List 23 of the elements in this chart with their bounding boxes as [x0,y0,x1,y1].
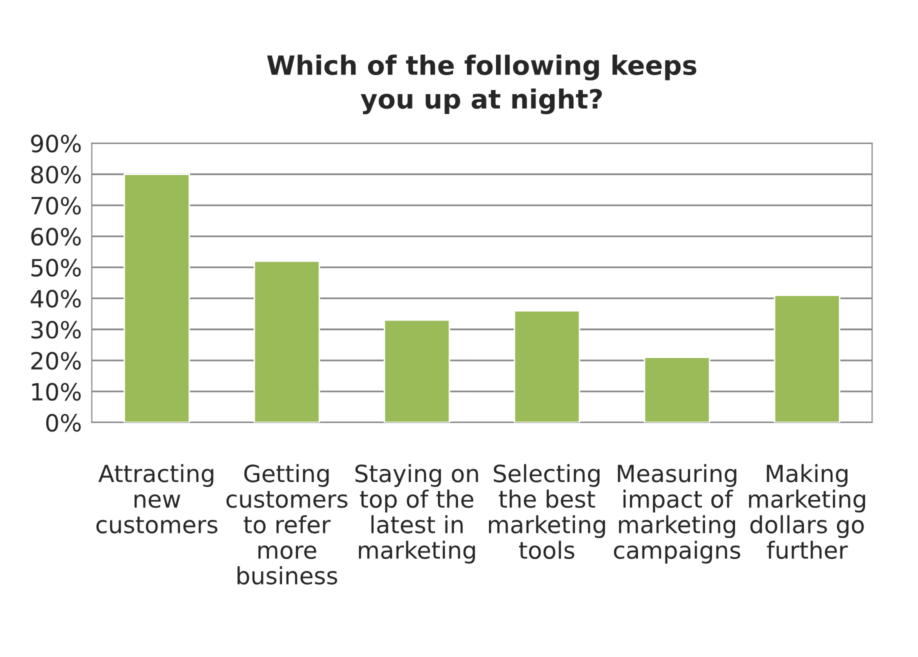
x-tick-label: Staying on top of the latest in marketing [355,464,478,564]
y-tick-label: 10% [32,382,81,401]
x-tick-label: Measuring impact of marketing campaigns [614,464,740,564]
bar [774,294,840,422]
bar [124,174,190,422]
x-tick-label: Selecting the best marketing tools [488,464,605,560]
y-tick-label: 30% [31,320,81,339]
x-tick-label: Making marketing dollars go further [749,464,866,560]
y-tick-label: 90% [31,134,81,153]
y-tick-label: 80% [31,166,81,184]
y-tick-label: 70% [32,196,81,215]
chart-title: Which of the following keeps you up at night? [267,54,696,114]
y-tick-label: 40% [30,290,81,308]
x-tick-label: Attracting new customers [96,464,218,534]
x-tick-label: Getting customers to refer more business [226,464,348,585]
y-tick-label: 50% [31,258,81,277]
bar [254,260,320,422]
bar [384,319,450,422]
bar [514,310,580,422]
y-tick-label: 0% [46,414,81,432]
y-tick-label: 60% [31,228,81,246]
y-tick-label: 20% [31,352,81,370]
bar [644,356,710,422]
